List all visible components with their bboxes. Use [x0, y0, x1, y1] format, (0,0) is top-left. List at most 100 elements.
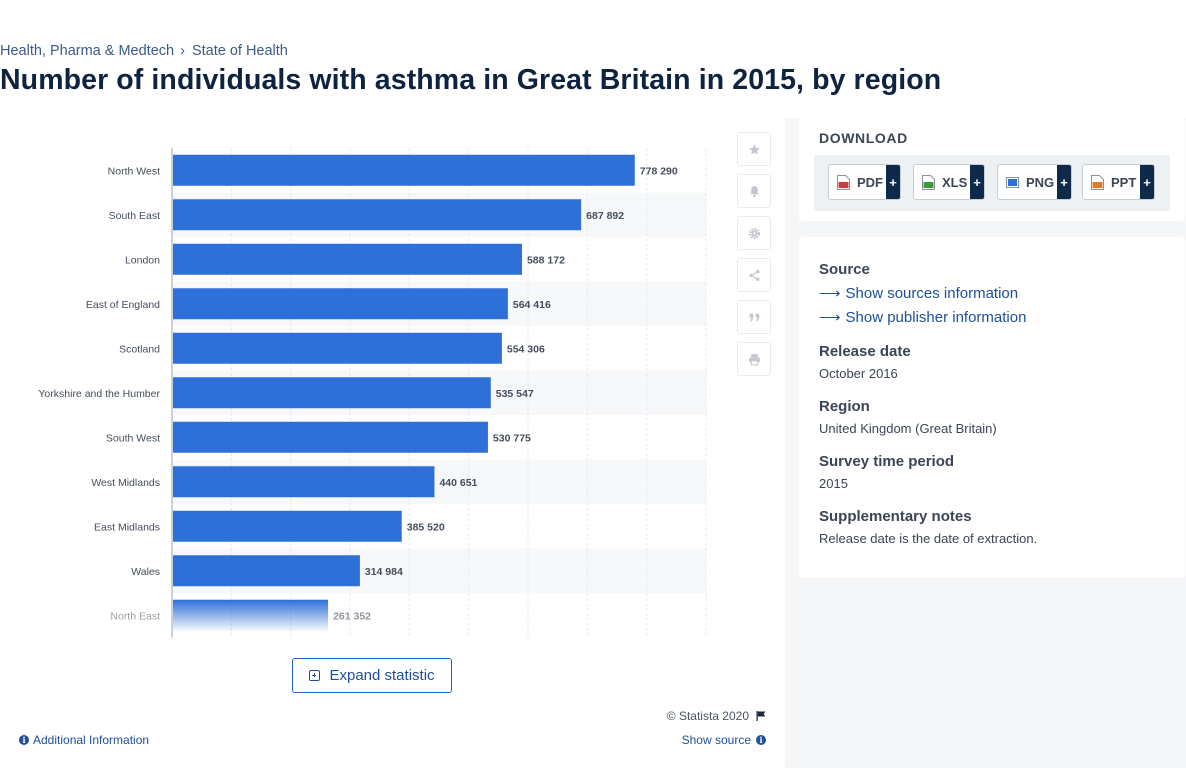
star-icon — [748, 143, 760, 155]
share-button[interactable] — [737, 258, 771, 292]
download-png-options[interactable]: + — [1057, 165, 1071, 199]
info-icon: i — [756, 735, 766, 745]
flag-icon[interactable] — [755, 710, 767, 722]
png-file-icon — [1006, 176, 1019, 188]
bar-chart: North West 778 290 South East 687 892 London… — [38, 148, 707, 638]
bar[interactable] — [173, 377, 491, 409]
print-icon — [748, 353, 760, 365]
category-label: South West — [106, 432, 160, 444]
bar[interactable] — [173, 421, 488, 453]
category-label: Scotland — [119, 343, 160, 355]
region-heading: Region — [819, 398, 870, 415]
bar[interactable] — [173, 243, 522, 275]
download-ppt-button[interactable]: PPT + — [1082, 164, 1155, 200]
category-label: Yorkshire and the Humber — [38, 388, 160, 400]
download-xls-label: XLS — [942, 174, 968, 190]
pdf-file-icon — [837, 174, 850, 190]
bar[interactable] — [173, 288, 508, 320]
bar[interactable] — [173, 199, 582, 231]
bar[interactable] — [173, 332, 502, 364]
share-icon — [749, 269, 759, 281]
show-source-label: Show source — [681, 733, 751, 747]
breadcrumb: Health, Pharma & Medtech › State of Health — [0, 43, 288, 59]
value-label: 554 306 — [507, 343, 545, 355]
value-label: 261 352 — [333, 610, 371, 622]
expand-statistic-label: Expand statistic — [329, 667, 435, 684]
value-label: 687 892 — [586, 210, 624, 222]
statistic-info-panel: Source ⟶ Show sources information ⟶ Show… — [799, 237, 1185, 578]
value-label: 778 290 — [640, 165, 678, 177]
additional-information-link[interactable]: i Additional Information — [19, 733, 149, 747]
value-label: 564 416 — [513, 299, 551, 311]
category-label: London — [125, 254, 160, 266]
category-label: South East — [109, 210, 160, 222]
breadcrumb-link-category[interactable]: Health, Pharma & Medtech — [0, 43, 175, 59]
category-label: East of England — [86, 299, 160, 311]
notification-button[interactable] — [737, 174, 771, 208]
chart-panel: North West 778 290 South East 687 892 London… — [0, 118, 785, 768]
category-label: East Midlands — [94, 521, 160, 533]
show-sources-label: Show sources information — [845, 284, 1019, 302]
ppt-file-icon — [1091, 174, 1104, 190]
bar[interactable] — [173, 555, 360, 587]
download-panel: DOWNLOAD PDF + XLS + PNG + PPT + — [799, 118, 1185, 221]
value-label: 530 775 — [493, 432, 531, 444]
download-pdf-label: PDF — [857, 174, 883, 190]
print-button[interactable] — [737, 342, 771, 376]
release-date-heading: Release date — [819, 343, 911, 360]
survey-period-heading: Survey time period — [819, 453, 955, 470]
arrow-right-icon: ⟶ — [819, 285, 841, 302]
bar[interactable] — [173, 154, 635, 186]
value-label: 588 172 — [527, 254, 565, 266]
quote-icon — [749, 313, 759, 321]
category-label: North West — [108, 165, 160, 177]
show-publisher-label: Show publisher information — [845, 308, 1027, 326]
supplementary-notes-heading: Supplementary notes — [819, 508, 972, 525]
category-label: North East — [110, 610, 160, 622]
expand-plus-icon — [309, 670, 321, 681]
show-source-link[interactable]: Show source i — [682, 733, 766, 747]
expand-statistic-button[interactable]: Expand statistic — [292, 658, 452, 693]
download-pdf-options[interactable]: + — [886, 165, 900, 199]
download-title: DOWNLOAD — [819, 130, 908, 146]
copyright-text: © Statista 2020 — [666, 709, 749, 723]
bar[interactable] — [173, 510, 402, 542]
category-label: West Midlands — [91, 477, 160, 489]
bar[interactable] — [173, 599, 329, 631]
download-buttons: PDF + XLS + PNG + PPT + — [814, 155, 1170, 211]
bell-icon — [749, 185, 759, 197]
download-pdf-button[interactable]: PDF + — [828, 164, 901, 200]
gear-icon — [748, 227, 760, 239]
value-label: 535 547 — [496, 388, 534, 400]
region-value: United Kingdom (Great Britain) — [819, 421, 997, 436]
download-xls-button[interactable]: XLS + — [913, 164, 985, 200]
favorite-button[interactable] — [737, 132, 771, 166]
download-ppt-label: PPT — [1111, 174, 1137, 190]
survey-period-value: 2015 — [819, 476, 848, 491]
category-label: Wales — [131, 566, 160, 578]
value-label: 385 520 — [407, 521, 445, 533]
value-label: 440 651 — [439, 477, 477, 489]
release-date-value: October 2016 — [819, 366, 898, 381]
download-png-button[interactable]: PNG + — [997, 164, 1072, 200]
info-icon: i — [19, 735, 29, 745]
arrow-right-icon: ⟶ — [819, 309, 841, 326]
page-title: Number of individuals with asthma in Gre… — [0, 64, 942, 96]
chart-tools — [737, 132, 773, 384]
supplementary-notes-value: Release date is the date of extraction. — [819, 531, 1038, 546]
bar[interactable] — [173, 466, 435, 498]
breadcrumb-link-topic[interactable]: State of Health — [191, 43, 288, 59]
source-heading: Source — [819, 261, 870, 278]
download-xls-options[interactable]: + — [970, 165, 984, 199]
settings-button[interactable] — [737, 216, 771, 250]
show-sources-link[interactable]: ⟶ Show sources information — [819, 284, 1019, 303]
cite-button[interactable] — [737, 300, 771, 334]
breadcrumb-chevron-icon: › — [180, 43, 185, 59]
value-label: 314 984 — [365, 566, 403, 578]
xls-file-icon — [922, 174, 935, 190]
show-publisher-link[interactable]: ⟶ Show publisher information — [819, 308, 1027, 327]
header-area — [0, 0, 1186, 118]
copyright: © Statista 2020 — [667, 709, 767, 723]
additional-information-label: Additional Information — [33, 733, 150, 747]
download-ppt-options[interactable]: + — [1140, 165, 1154, 199]
